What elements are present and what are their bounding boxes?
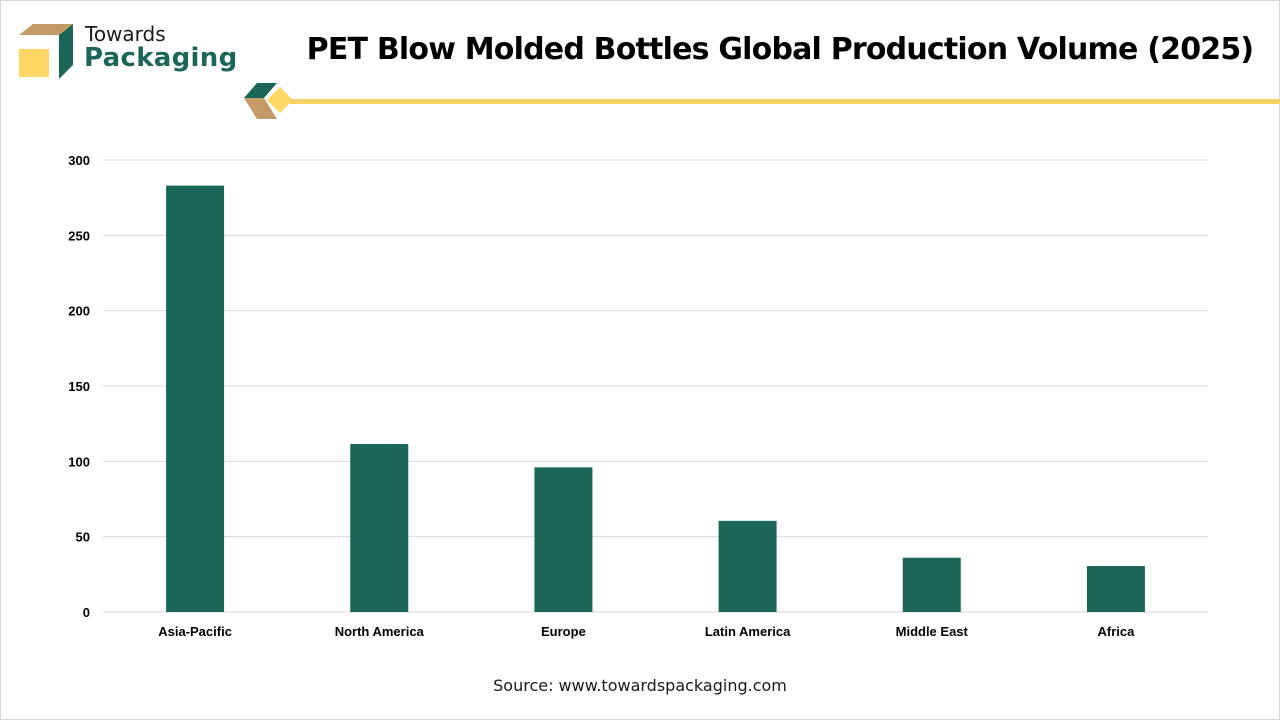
accent-line bbox=[290, 99, 1280, 104]
y-tick-label: 200 bbox=[68, 304, 90, 319]
y-tick-label: 100 bbox=[68, 454, 90, 469]
y-tick-label: 150 bbox=[68, 379, 90, 394]
x-tick-label: North America bbox=[335, 624, 425, 639]
bar-asia-pacific bbox=[166, 185, 225, 612]
x-tick-label: Middle East bbox=[896, 624, 969, 639]
x-tick-label: Latin America bbox=[705, 624, 791, 639]
x-tick-label: Asia-Pacific bbox=[158, 624, 232, 639]
brand-logo: Towards Packaging bbox=[17, 22, 237, 82]
y-tick-label: 300 bbox=[68, 153, 90, 168]
bar-europe bbox=[534, 467, 593, 612]
x-tick-label: Africa bbox=[1097, 624, 1135, 639]
y-tick-label: 50 bbox=[76, 530, 90, 545]
accent-chevron-icon bbox=[244, 83, 293, 119]
bar-north-america bbox=[350, 444, 409, 612]
bar-latin-america bbox=[718, 520, 777, 612]
brand-name-bottom: Packaging bbox=[84, 43, 238, 73]
chart-title: PET Blow Molded Bottles Global Productio… bbox=[306, 32, 1255, 67]
x-tick-label: Europe bbox=[541, 624, 586, 639]
y-tick-label: 0 bbox=[83, 605, 90, 620]
brand-name-top: Towards bbox=[85, 22, 166, 46]
bar-middle-east bbox=[902, 557, 961, 612]
bar-africa bbox=[1086, 566, 1145, 612]
source-note: Source: www.towardspackaging.com bbox=[493, 676, 787, 695]
box-logo-icon bbox=[19, 24, 73, 79]
y-tick-label: 250 bbox=[68, 228, 90, 243]
